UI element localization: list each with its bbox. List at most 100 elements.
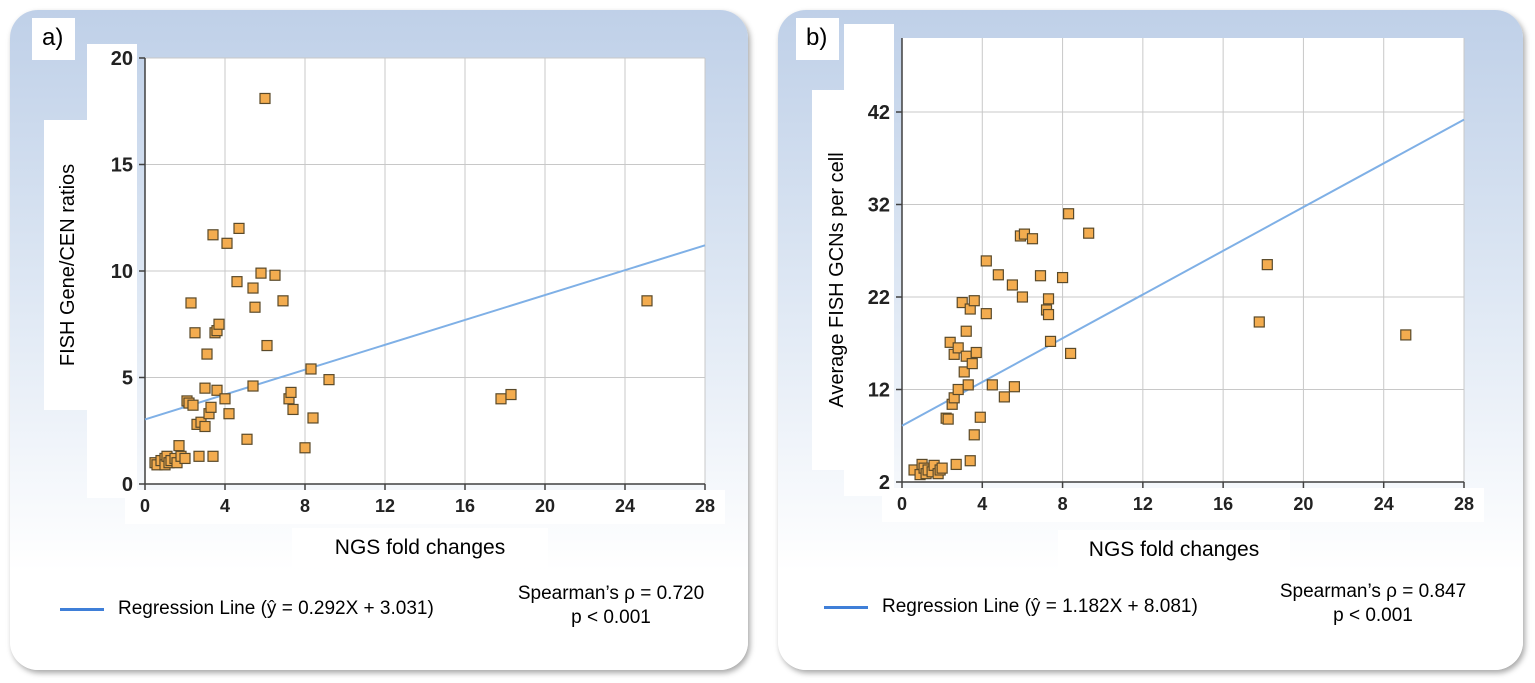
chart-b-point-45 [1042, 293, 1055, 305]
chart-b-point-21 [958, 366, 970, 378]
chart-a: 0 4 8 12 16 20 24 28 0 5 10 15 20 FISH Gene/CEN ratio… [44, 44, 725, 524]
chart-b-point-49 [1062, 208, 1075, 220]
chart-b-point-53 [1261, 259, 1273, 271]
chart-b-xtick-label-2: 8 [1058, 494, 1068, 514]
chart-b-xtick-label-5: 20 [1293, 494, 1313, 514]
chart-b-point-33 [980, 255, 992, 267]
chart-a-point-27 [207, 450, 219, 462]
chart-b-xtick-label-7: 28 [1454, 494, 1474, 514]
chart-a-spearman: Spearman’s ρ = 0.720 [517, 583, 705, 604]
chart-b-point-17 [950, 458, 962, 471]
chart-b-point-40 [1016, 291, 1029, 303]
chart-a-point-16 [187, 399, 199, 411]
chart-b-point-50 [1065, 347, 1077, 360]
chart-a-point-48 [287, 403, 299, 416]
chart-b-xtick-label-0: 0 [897, 494, 907, 514]
panel-a: a) 0 4 8 12 16 20 24 28 0 5 10 15 20 FISH Gene/CEN ra… [10, 10, 748, 670]
chart-a-point-25 [205, 401, 217, 413]
chart-a-point-45 [277, 295, 289, 307]
chart-b-ytick-label-3: 32 [868, 195, 890, 217]
chart-a-point-38 [247, 380, 259, 392]
chart-a-legend-swatch [60, 607, 104, 611]
chart-b-legend: Regression Line (ŷ = 1.182X + 8.081) [808, 586, 1244, 628]
chart-b-x-axis-label: NGS fold changes [1058, 530, 1290, 570]
chart-a-xtick-label-1: 4 [220, 496, 230, 516]
chart-a-point-33 [221, 237, 233, 249]
chart-b-ytick-label-4: 42 [868, 102, 890, 124]
chart-a-point-19 [193, 450, 205, 462]
chart-b-ytick-label-1: 12 [868, 380, 890, 402]
chart-a-point-35 [231, 276, 243, 288]
chart-a-xtick-label-6: 24 [615, 496, 635, 516]
chart-b-point-47 [1044, 335, 1057, 347]
chart-a-point-12 [179, 452, 191, 465]
chart-a-point-49 [299, 442, 311, 454]
chart-a-point-29 [211, 384, 223, 396]
chart-a-y-tick-strip [87, 44, 137, 498]
chart-a-point-15 [185, 297, 197, 309]
chart-a-regression-line [144, 244, 706, 421]
chart-a-point-10 [173, 440, 185, 452]
panel-a-label: a) [32, 18, 76, 60]
chart-b-point-36 [998, 391, 1010, 403]
chart-a-xtick-label-5: 20 [535, 496, 555, 516]
chart-b-point-10 [936, 462, 948, 474]
chart-a-point-37 [241, 433, 253, 445]
chart-a-ytick-label-0: 0 [122, 474, 133, 496]
chart-a-point-55 [641, 295, 653, 307]
chart-b-ytick-label-0: 2 [879, 472, 890, 494]
chart-a-point-26 [207, 229, 219, 241]
chart-a-point-54 [505, 388, 517, 401]
panel-b: b) 0 4 8 12 16 20 24 28 2 12 22 32 42 Average FISH GC… [778, 10, 1523, 670]
chart-b-spearman: Spearman’s ρ = 0.847 [1279, 581, 1467, 602]
chart-b-point-19 [952, 342, 964, 354]
chart-b-legend-label: Regression Line (ŷ = 1.182X + 8.081) [882, 596, 1198, 617]
chart-b-point-25 [964, 455, 976, 467]
chart-b-point-51 [1083, 227, 1095, 239]
chart-a-point-41 [255, 267, 267, 279]
chart-a-x-axis-label: NGS fold changes [292, 528, 548, 568]
chart-b-legend-swatch [824, 605, 868, 609]
chart-a-xtick-label-3: 12 [375, 496, 395, 516]
chart-b: 0 4 8 12 16 20 24 28 2 12 22 32 42 Average FISH GCNs … [812, 24, 1484, 522]
chart-b-y-axis-label: Average FISH GCNs per cell [826, 152, 848, 407]
chart-a-stats: Spearman’s ρ = 0.720 p < 0.001 [500, 580, 722, 636]
chart-a-x-tick-strip [125, 490, 725, 524]
chart-a-point-31 [213, 318, 225, 330]
chart-a-point-22 [199, 420, 211, 433]
chart-b-point-46 [1042, 308, 1055, 321]
chart-a-y-axis-label: FISH Gene/CEN ratios [57, 164, 79, 366]
chart-b-point-28 [968, 295, 980, 307]
chart-b-point-52 [1253, 316, 1265, 328]
chart-a-legend-label: Regression Line (ŷ = 0.292X + 3.031) [118, 598, 434, 619]
chart-b-regression-line [901, 118, 1465, 427]
chart-b-stats: Spearman’s ρ = 0.847 p < 0.001 [1256, 578, 1490, 634]
chart-b-pvalue: p < 0.001 [1333, 605, 1413, 626]
chart-b-point-20 [956, 296, 968, 309]
chart-a-pvalue: p < 0.001 [571, 607, 651, 628]
chart-b-point-42 [1026, 233, 1039, 245]
chart-a-point-23 [201, 348, 213, 360]
chart-a-point-34 [223, 408, 235, 420]
panel-b-label: b) [796, 18, 840, 60]
chart-a-point-32 [219, 393, 231, 405]
chart-b-ytick-label-2: 22 [868, 287, 890, 309]
chart-a-point-36 [233, 222, 245, 234]
chart-a-xtick-label-4: 16 [455, 496, 475, 516]
chart-a-ytick-label-4: 20 [111, 48, 133, 70]
chart-b-x-tick-strip [882, 488, 1484, 522]
chart-b-xtick-label-1: 4 [977, 494, 987, 514]
chart-a-xtick-label-2: 8 [300, 496, 310, 516]
chart-a-xtick-label-7: 28 [695, 496, 715, 516]
chart-b-point-34 [986, 379, 998, 391]
chart-b-point-31 [974, 411, 986, 423]
chart-a-point-52 [323, 374, 335, 386]
chart-b-point-12 [942, 413, 954, 425]
chart-b-point-32 [980, 308, 992, 320]
chart-a-point-50 [305, 363, 317, 375]
chart-b-point-23 [960, 325, 972, 337]
chart-a-point-42 [259, 92, 271, 105]
chart-a-point-44 [269, 269, 281, 281]
chart-a-point-17 [189, 327, 201, 339]
chart-b-point-38 [1008, 381, 1020, 393]
